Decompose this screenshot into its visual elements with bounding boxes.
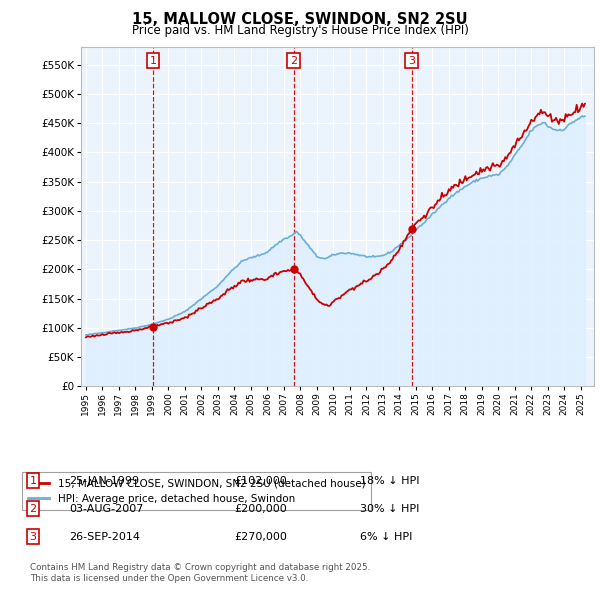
Text: 6% ↓ HPI: 6% ↓ HPI	[360, 532, 412, 542]
Text: £200,000: £200,000	[234, 504, 287, 513]
Text: 1: 1	[29, 476, 37, 486]
Text: 1: 1	[149, 55, 157, 65]
Text: 2: 2	[290, 55, 297, 65]
Text: 18% ↓ HPI: 18% ↓ HPI	[360, 476, 419, 486]
Text: 26-SEP-2014: 26-SEP-2014	[69, 532, 140, 542]
Text: 3: 3	[29, 532, 37, 542]
Text: 30% ↓ HPI: 30% ↓ HPI	[360, 504, 419, 513]
Text: This data is licensed under the Open Government Licence v3.0.: This data is licensed under the Open Gov…	[30, 574, 308, 583]
Legend: 15, MALLOW CLOSE, SWINDON, SN2 2SU (detached house), HPI: Average price, detache: 15, MALLOW CLOSE, SWINDON, SN2 2SU (deta…	[22, 473, 371, 510]
Text: Price paid vs. HM Land Registry's House Price Index (HPI): Price paid vs. HM Land Registry's House …	[131, 24, 469, 37]
Text: Contains HM Land Registry data © Crown copyright and database right 2025.: Contains HM Land Registry data © Crown c…	[30, 563, 370, 572]
Text: 3: 3	[408, 55, 415, 65]
Text: £102,000: £102,000	[234, 476, 287, 486]
Text: 03-AUG-2007: 03-AUG-2007	[69, 504, 143, 513]
Text: 2: 2	[29, 504, 37, 513]
Text: £270,000: £270,000	[234, 532, 287, 542]
Text: 25-JAN-1999: 25-JAN-1999	[69, 476, 139, 486]
Text: 15, MALLOW CLOSE, SWINDON, SN2 2SU: 15, MALLOW CLOSE, SWINDON, SN2 2SU	[132, 12, 468, 27]
